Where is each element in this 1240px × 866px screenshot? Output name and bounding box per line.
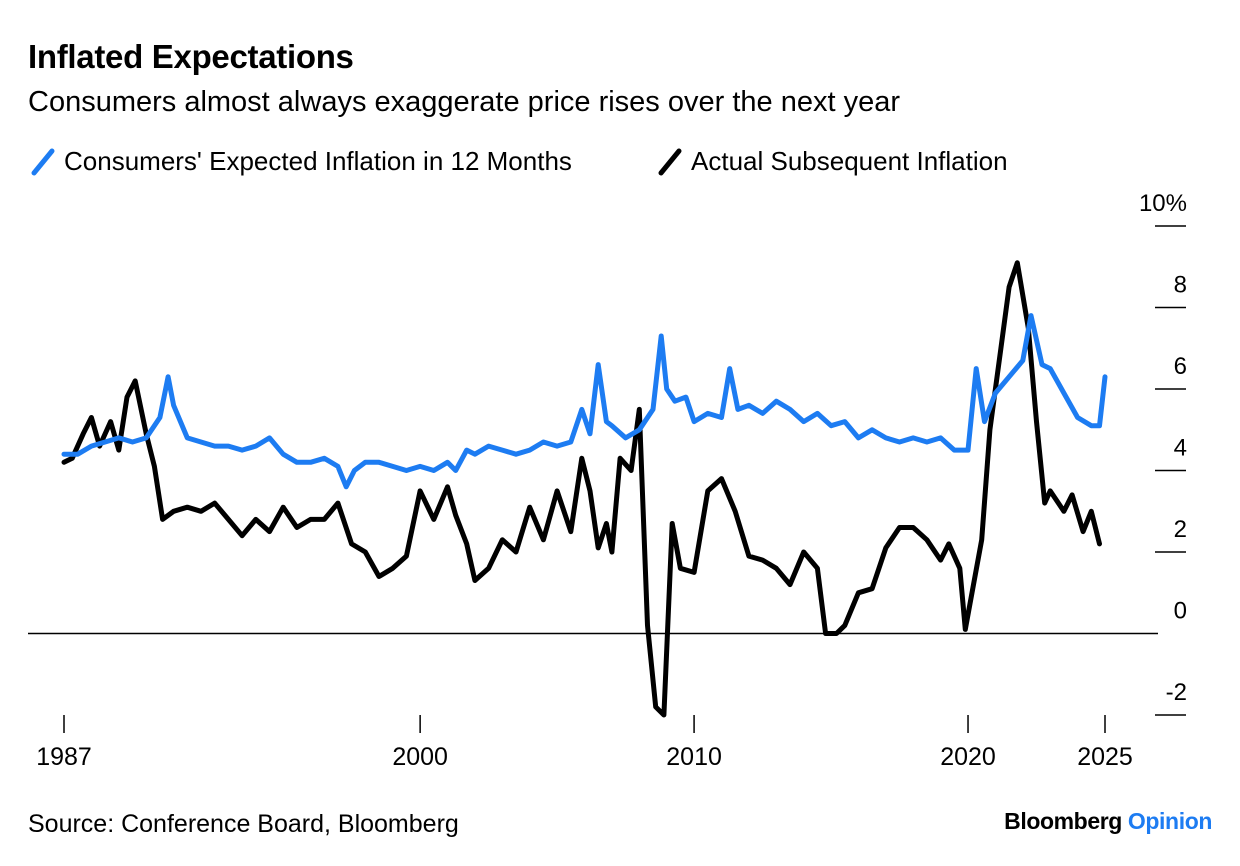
- series-line-expected: [61, 313, 1108, 490]
- legend-label-expected: Consumers' Expected Inflation in 12 Mont…: [64, 146, 572, 176]
- x-tick-label: 2000: [392, 743, 448, 771]
- legend-swatch-expected: [31, 148, 55, 175]
- chart-title: Inflated Expectations: [28, 38, 354, 75]
- chart-subtitle: Consumers almost always exaggerate price…: [28, 86, 900, 118]
- source-note: Source: Conference Board, Bloomberg: [28, 810, 459, 838]
- y-tick-label: -2: [1166, 679, 1187, 706]
- brand-name: Bloomberg: [1004, 808, 1122, 834]
- x-tick-label: 2010: [666, 743, 722, 771]
- brand-accent: Opinion: [1127, 808, 1212, 834]
- legend-label-actual: Actual Subsequent Inflation: [691, 146, 1008, 176]
- y-tick-label: 8: [1174, 272, 1187, 299]
- brand-logo: Bloomberg Opinion: [1004, 808, 1212, 835]
- y-tick-label: 0: [1174, 598, 1187, 625]
- y-tick-label: 2: [1174, 516, 1187, 543]
- y-tick-label: 4: [1174, 435, 1187, 462]
- x-tick-label: 2025: [1077, 743, 1133, 771]
- y-tick-label: 10%: [1139, 190, 1187, 217]
- x-tick-label: 2020: [940, 743, 996, 771]
- x-tick-label: 1987: [36, 743, 92, 771]
- legend-swatch-actual: [658, 148, 682, 175]
- series-line-actual: [61, 260, 1102, 718]
- legend-item-actual: Actual Subsequent Inflation: [657, 146, 1008, 177]
- y-tick-label: 6: [1174, 353, 1187, 380]
- legend-item-expected: Consumers' Expected Inflation in 12 Mont…: [30, 146, 572, 177]
